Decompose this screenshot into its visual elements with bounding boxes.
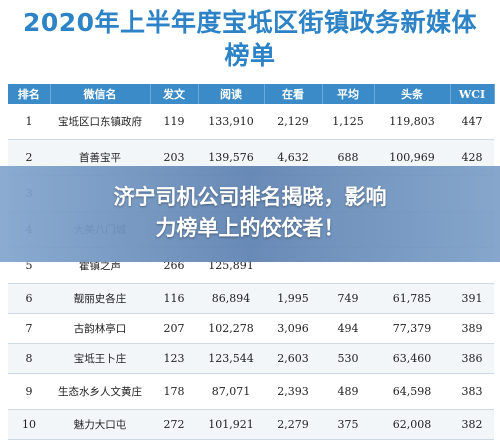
cell-avg: 749: [322, 283, 374, 314]
cell-name: 宝坻区口东镇政府: [50, 104, 150, 140]
cell-wci: 386: [450, 343, 494, 374]
ranking-table: 排名 微信名 发文 阅读 在看 平均 头条 WCI 1 宝坻区口东镇政府 119 13…: [8, 84, 495, 440]
cell-reads: 123,544: [198, 343, 264, 374]
cell-posts: 119: [150, 104, 198, 140]
table-header-row: 排名 微信名 发文 阅读 在看 平均 头条 WCI: [8, 84, 495, 104]
page-title: 2020年上半年度宝坻区街镇政务新媒体 榜单: [0, 6, 500, 72]
cell-top: 77,379: [374, 313, 450, 344]
cell-rank: 6: [8, 283, 50, 314]
cell-name: 魅力大口屯: [50, 409, 150, 440]
cell-looks: 2,603: [264, 343, 322, 374]
cell-looks: 2,129: [264, 104, 322, 140]
cell-posts: 207: [150, 313, 198, 344]
cell-looks: 3,096: [264, 313, 322, 344]
header-avg: 平均: [322, 84, 375, 104]
cell-avg: 530: [322, 343, 374, 374]
cell-wci: 447: [450, 104, 494, 140]
cell-wci: 389: [450, 313, 494, 344]
overlay-banner: 济宁司机公司排名揭晓，影响 力榜单上的佼佼者！: [0, 166, 500, 262]
cell-rank: 8: [8, 343, 50, 374]
table-row: 1 宝坻区口东镇政府 119 133,910 2,129 1,125 119,803 447: [8, 104, 494, 140]
cell-posts: 116: [150, 283, 198, 314]
cell-avg: 494: [322, 313, 374, 344]
cell-posts: 123: [150, 343, 198, 374]
cell-top: 61,785: [374, 283, 450, 314]
table-row: 10 魅力大口屯 272 101,921 2,279 375 62,008 382: [8, 409, 494, 440]
cell-wci: 391: [450, 283, 494, 314]
cell-reads: 86,894: [198, 283, 264, 314]
cell-wci: 382: [450, 409, 494, 440]
header-rank: 排名: [8, 84, 51, 104]
table-row: 7 古韵林亭口 207 102,278 3,096 494 77,379 389: [8, 313, 494, 344]
cell-wci: 383: [450, 373, 494, 410]
header-name: 微信名: [50, 84, 151, 104]
cell-looks: 2,279: [264, 409, 322, 440]
cell-looks: 2,393: [264, 373, 322, 410]
banner-line-2: 力榜单上的佼佼者！: [155, 216, 345, 240]
cell-posts: 178: [150, 373, 198, 410]
cell-avg: 1,125: [322, 104, 374, 140]
cell-rank: 7: [8, 313, 50, 344]
header-looks: 在看: [264, 84, 323, 104]
cell-top: 119,803: [374, 104, 450, 140]
cell-reads: 133,910: [198, 104, 264, 140]
cell-name: 靓丽史各庄: [50, 283, 150, 314]
cell-looks: 1,995: [264, 283, 322, 314]
title-line-1: 2020年上半年度宝坻区街镇政务新媒体: [22, 8, 478, 37]
table-row: 6 靓丽史各庄 116 86,894 1,995 749 61,785 391: [8, 283, 494, 314]
cell-rank: 1: [8, 104, 50, 140]
cell-reads: 87,071: [198, 373, 264, 410]
cell-name: 宝坻王卜庄: [50, 343, 150, 374]
title-line-2: 榜单: [224, 41, 276, 70]
cell-reads: 101,921: [198, 409, 264, 440]
cell-rank: 10: [8, 409, 50, 440]
banner-line-1: 济宁司机公司排名揭晓，影响: [113, 185, 387, 209]
header-wci: WCI: [450, 84, 495, 104]
cell-top: 62,008: [374, 409, 450, 440]
cell-top: 63,460: [374, 343, 450, 374]
cell-reads: 102,278: [198, 313, 264, 344]
cell-rank: 9: [8, 373, 50, 410]
header-reads: 阅读: [198, 84, 265, 104]
header-posts: 发文: [150, 84, 199, 104]
cell-posts: 272: [150, 409, 198, 440]
table-row: 9 生态水乡人文黄庄 178 87,071 2,393 489 64,598 383: [8, 373, 494, 410]
cell-name: 生态水乡人文黄庄: [50, 373, 150, 410]
cell-avg: 375: [322, 409, 374, 440]
cell-name: 古韵林亭口: [50, 313, 150, 344]
cell-top: 64,598: [374, 373, 450, 410]
table-row: 8 宝坻王卜庄 123 123,544 2,603 530 63,460 386: [8, 343, 494, 374]
cell-avg: 489: [322, 373, 374, 410]
header-top: 头条: [374, 84, 451, 104]
